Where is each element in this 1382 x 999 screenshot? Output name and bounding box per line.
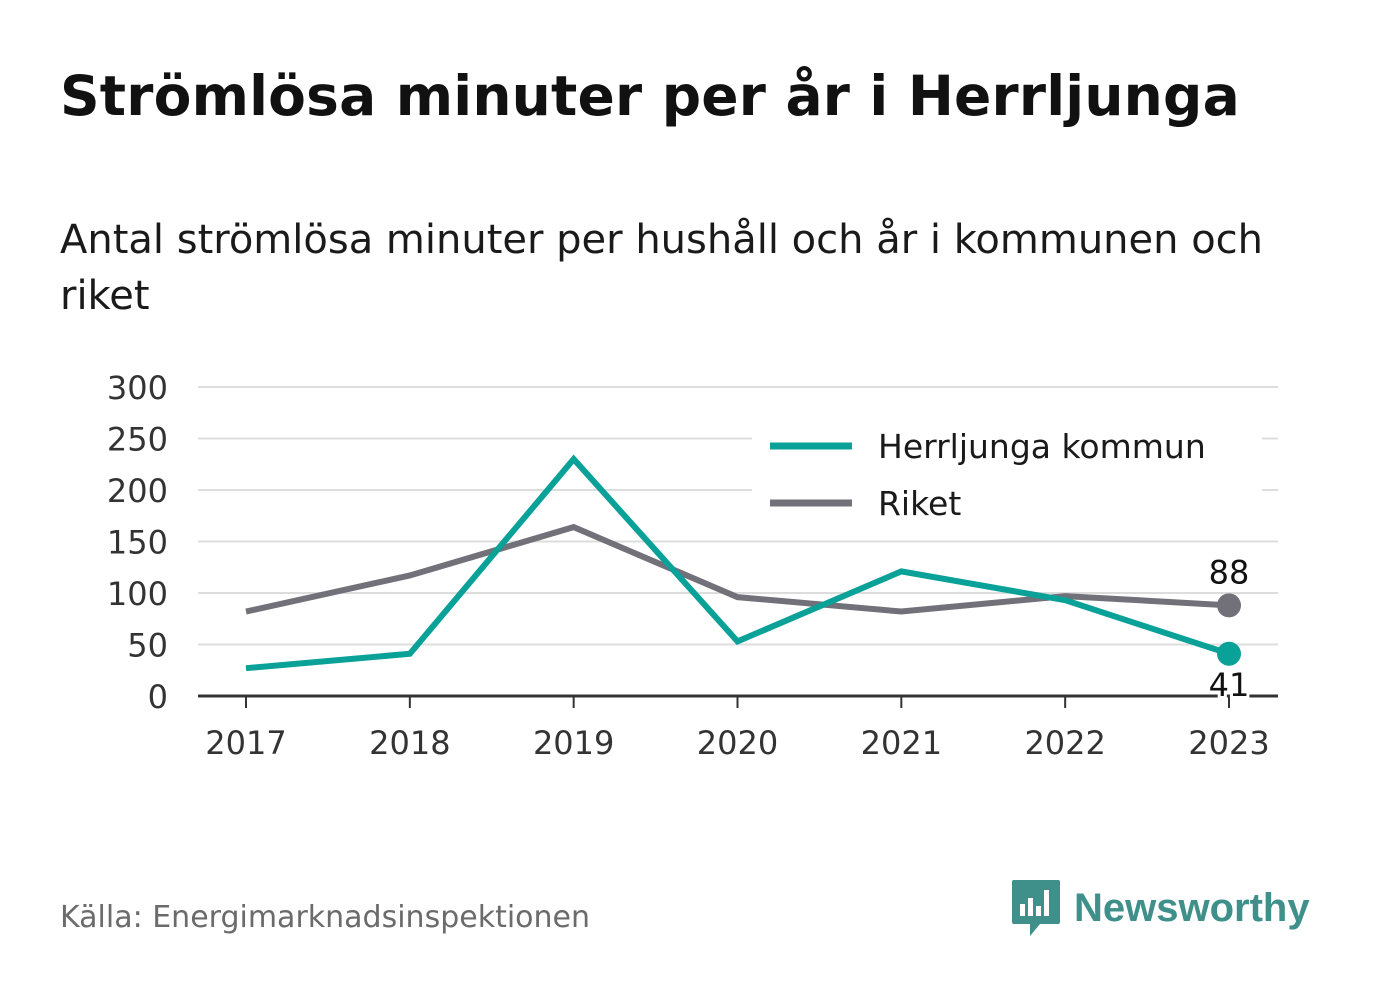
y-tick-label: 0: [148, 678, 168, 716]
end-labels: 41 88: [1206, 550, 1253, 706]
legend-label-riket: Riket: [878, 484, 961, 523]
y-tick-label: 150: [107, 524, 168, 562]
y-tick-label: 100: [107, 575, 168, 613]
end-label-riket: 88: [1209, 553, 1250, 591]
x-tick-label: 2017: [205, 724, 286, 762]
newsworthy-logo-icon: [1012, 880, 1060, 936]
end-point-kommun: [1217, 641, 1241, 666]
chart-title: Strömlösa minuter per år i Herrljunga: [60, 64, 1240, 128]
y-tick-label: 250: [107, 421, 168, 459]
x-tick-label: 2018: [369, 724, 450, 762]
brand-name: Newsworthy: [1074, 885, 1310, 930]
x-axis-ticks: 2017 2018 2019 2020 2021 2022 2023: [205, 696, 1270, 762]
chart-subtitle: Antal strömlösa minuter per hushåll och …: [60, 217, 1264, 319]
legend-background: [752, 418, 1262, 530]
end-point-riket: [1217, 593, 1241, 618]
end-label-kommun: 41: [1209, 666, 1250, 704]
x-tick-label: 2021: [861, 724, 942, 762]
x-tick-label: 2020: [697, 724, 778, 762]
series-lines: [245, 454, 1241, 672]
y-tick-label: 200: [107, 472, 168, 510]
newsworthy-logo: Newsworthy: [1010, 878, 1310, 938]
x-tick-label: 2023: [1188, 724, 1269, 762]
series-line-kommun: [245, 454, 1230, 672]
legend: Herrljunga kommun Riket: [752, 418, 1262, 530]
series-line-riket: [245, 523, 1230, 615]
y-axis-ticks: 0 50 100 150 200 250 300: [107, 369, 168, 716]
y-tick-label: 300: [107, 369, 168, 407]
legend-label-kommun: Herrljunga kommun: [878, 427, 1206, 466]
x-tick-label: 2022: [1024, 724, 1105, 762]
y-tick-label: 50: [127, 627, 168, 665]
x-tick-label: 2019: [533, 724, 614, 762]
source-note: Källa: Energimarknadsinspektionen: [60, 900, 591, 935]
